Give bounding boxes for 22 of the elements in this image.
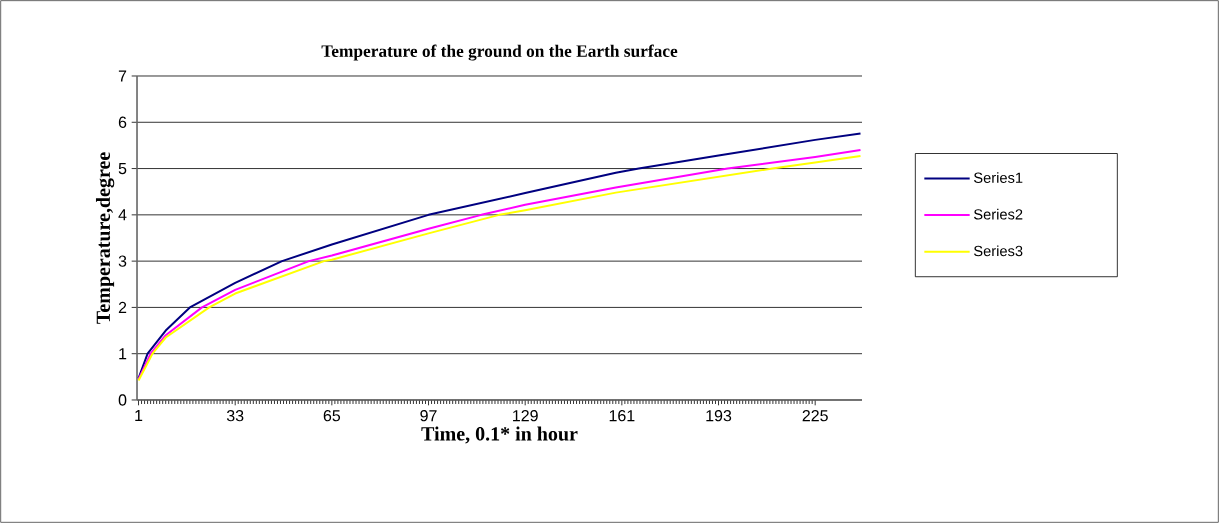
- x-axis-title: Time, 0.1* in hour: [421, 426, 578, 444]
- y-tick-label: 6: [118, 116, 127, 128]
- y-tick-label: 4: [118, 209, 127, 221]
- x-tick-label: 97: [420, 410, 437, 422]
- legend-label: Series1: [974, 172, 1023, 183]
- y-axis-title: Temperature,degree: [95, 152, 115, 324]
- legend-label: Series3: [974, 245, 1023, 257]
- y-tick-label: 7: [118, 70, 127, 82]
- x-tick-label: 65: [323, 410, 341, 422]
- y-tick-label: 0: [118, 394, 127, 406]
- legend-label: Series2: [974, 208, 1023, 220]
- x-tick-label: 225: [802, 410, 828, 422]
- y-tick-label: 5: [118, 162, 127, 175]
- x-tick-label: 193: [706, 410, 732, 422]
- x-tick-label: 161: [609, 410, 635, 422]
- x-tick-label: 33: [226, 410, 244, 422]
- y-tick-label: 3: [118, 255, 127, 267]
- x-tick-label: 1: [135, 410, 143, 422]
- y-tick-label: 2: [118, 301, 127, 313]
- x-tick-label: 129: [513, 410, 538, 422]
- chart-title: Temperature of the ground on the Earth surface: [321, 44, 678, 61]
- y-tick-label: 1: [119, 348, 127, 360]
